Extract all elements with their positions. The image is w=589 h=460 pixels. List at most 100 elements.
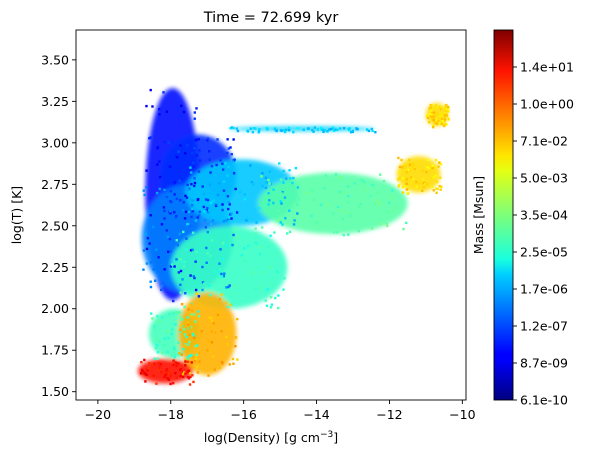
heatmap-cell xyxy=(268,199,271,202)
heatmap-cell xyxy=(149,280,152,283)
heatmap-cell xyxy=(332,212,335,215)
heatmap-cell xyxy=(165,369,168,372)
x-tick-label: −12 xyxy=(376,407,402,422)
heatmap-cell xyxy=(167,336,170,340)
heatmap-cell xyxy=(175,364,178,367)
heatmap-cell xyxy=(234,344,237,348)
heatmap-cell xyxy=(432,124,435,127)
heatmap-cell xyxy=(179,115,183,118)
heatmap-cell xyxy=(211,219,215,222)
heatmap-cell xyxy=(387,211,390,214)
y-tick-label: 1.50 xyxy=(41,384,69,399)
heatmap-cell xyxy=(163,337,167,340)
heatmap-cell xyxy=(274,296,277,300)
heatmap-cell xyxy=(446,105,450,109)
heatmap-cell xyxy=(194,219,198,222)
heatmap-cell xyxy=(282,129,286,132)
heatmap-cell xyxy=(227,165,230,168)
heatmap-cell xyxy=(172,346,176,349)
heatmap-cell xyxy=(443,123,447,126)
heatmap-cell xyxy=(205,246,208,250)
heatmap-cell xyxy=(437,165,440,168)
heatmap-cell xyxy=(195,107,198,110)
heatmap-cell xyxy=(168,165,172,168)
heatmap-cell xyxy=(257,130,261,133)
heatmap-cell xyxy=(232,362,235,365)
heatmap-cell xyxy=(187,210,191,214)
heatmap-cell xyxy=(190,171,193,174)
heatmap-cell xyxy=(236,317,239,321)
heatmap-cell xyxy=(194,355,198,359)
heatmap-cell xyxy=(377,201,381,204)
heatmap-cell xyxy=(411,165,415,168)
heatmap-cell xyxy=(434,158,438,162)
heatmap-cell xyxy=(405,171,409,174)
heatmap-cell xyxy=(193,177,196,180)
heatmap-cell xyxy=(188,290,191,293)
heatmap-cell xyxy=(397,156,400,160)
heatmap-cell xyxy=(426,116,430,120)
heatmap-cell xyxy=(342,127,346,130)
heatmap-cell xyxy=(158,145,162,149)
heatmap-cell xyxy=(173,181,177,184)
heatmap-cell xyxy=(266,126,269,130)
heatmap-cell xyxy=(276,209,280,212)
heatmap-cell xyxy=(191,332,194,336)
y-tick-label: 1.75 xyxy=(41,343,69,358)
heatmap-cell xyxy=(180,318,183,321)
heatmap-cell xyxy=(186,360,190,363)
y-axis-label: log(T) [K] xyxy=(9,186,24,244)
heatmap-cell xyxy=(378,173,382,176)
heatmap-cell xyxy=(216,138,219,141)
colorbar-tick-label: 1.2e-07 xyxy=(520,319,568,334)
heatmap-cell xyxy=(339,176,342,179)
heatmap-cell xyxy=(190,203,194,207)
heatmap-cell xyxy=(292,203,296,206)
heatmap-cell xyxy=(152,324,156,328)
heatmap-cell xyxy=(233,158,236,161)
heatmap-cell xyxy=(153,357,156,360)
heatmap-cell xyxy=(175,239,178,242)
heatmap-cell xyxy=(422,186,426,189)
heatmap-cell xyxy=(439,107,443,111)
heatmap-cell xyxy=(336,205,340,209)
heatmap-cell xyxy=(362,182,365,185)
heatmap-cell xyxy=(193,117,196,120)
heatmap-cell xyxy=(179,198,182,202)
heatmap-cell xyxy=(216,313,220,317)
heatmap-cell xyxy=(413,167,417,171)
heatmap-cell xyxy=(190,315,193,318)
heatmap-cell xyxy=(286,232,289,235)
heatmap-cell xyxy=(230,303,234,306)
y-tick-label: 2.25 xyxy=(41,260,69,275)
heatmap-cell xyxy=(365,128,369,131)
plot-frame xyxy=(75,29,467,401)
heatmap-cell xyxy=(250,180,253,184)
heatmap-cell xyxy=(371,183,374,187)
heatmap-cell xyxy=(178,232,182,236)
heatmap-cell xyxy=(157,256,160,259)
heatmap-cell xyxy=(169,250,173,253)
heatmap-cell xyxy=(192,165,195,168)
heatmap-cell xyxy=(363,188,367,192)
heatmap-cell xyxy=(177,271,181,274)
heatmap-cell xyxy=(166,377,169,380)
heatmap-cell xyxy=(149,214,152,217)
heatmap-cell xyxy=(347,233,350,236)
heatmap-cell xyxy=(434,103,438,107)
heatmap-cell xyxy=(421,169,424,172)
heatmap-cell xyxy=(433,107,436,110)
heatmap-cell xyxy=(146,236,150,240)
heatmap-cell xyxy=(156,252,160,256)
heatmap-cell xyxy=(220,361,224,364)
heatmap-cell xyxy=(175,215,178,218)
heatmap-cell xyxy=(431,164,435,167)
heatmap-cell xyxy=(231,357,235,361)
heatmap-cell xyxy=(186,188,190,192)
heatmap-cell xyxy=(178,316,182,319)
heatmap-cell xyxy=(439,163,443,166)
heatmap-cell xyxy=(190,182,193,186)
heatmap-cell xyxy=(193,313,196,316)
heatmap-cell xyxy=(173,354,177,357)
heatmap-cell xyxy=(219,248,222,251)
